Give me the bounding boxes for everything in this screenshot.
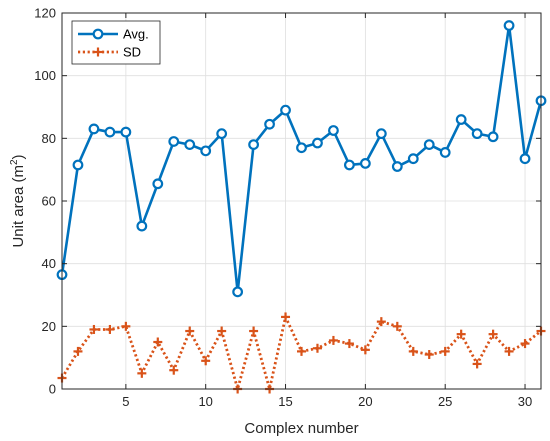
y-tick-label: 120: [34, 6, 56, 21]
y-tick-label: 20: [42, 319, 56, 334]
y-tick-label: 80: [42, 131, 56, 146]
x-tick-label: 20: [358, 394, 372, 409]
data-point: [169, 365, 179, 375]
y-axis-title: Unit area (m2): [9, 154, 27, 247]
data-point: [392, 321, 402, 331]
data-point: [423, 139, 435, 151]
data-point: [217, 326, 227, 336]
data-point: [375, 128, 387, 140]
data-point: [312, 343, 322, 353]
data-point: [503, 20, 515, 31]
data-point: [73, 346, 83, 356]
legend-entry-sd: [78, 47, 118, 57]
y-axis-title-superscript: 2: [9, 159, 20, 165]
data-point: [249, 326, 259, 336]
data-point: [281, 312, 291, 322]
x-tick-label: 10: [198, 394, 212, 409]
data-point: [328, 335, 338, 345]
legend-entry-avg: [78, 28, 118, 40]
data-point: [232, 286, 244, 298]
x-tick-label: 15: [278, 394, 292, 409]
data-point: [407, 153, 419, 165]
data-point: [297, 346, 306, 356]
data-point: [153, 337, 163, 347]
data-point: [280, 104, 291, 116]
y-tick-label: 0: [49, 382, 56, 397]
data-point: [264, 118, 275, 130]
data-point: [488, 329, 498, 339]
series-sd: [57, 312, 546, 394]
data-point: [168, 136, 180, 147]
data-point: [360, 345, 370, 355]
legend-label-avg: Avg.: [123, 27, 149, 42]
data-point: [424, 350, 434, 360]
series-avg: [56, 20, 547, 298]
data-point: [440, 346, 450, 356]
legend-marker-avg: [92, 28, 104, 40]
data-point: [137, 368, 147, 378]
data-point: [344, 339, 354, 349]
data-point: [359, 157, 371, 169]
data-point: [88, 123, 100, 135]
legend-label-sd: SD: [123, 45, 141, 60]
data-point: [296, 142, 307, 154]
data-point: [312, 137, 323, 149]
data-point: [376, 317, 386, 327]
data-point: [200, 145, 212, 157]
legend-marker-sd: [93, 47, 103, 57]
legend: Avg. SD: [71, 20, 161, 65]
data-point: [248, 139, 260, 151]
axis-ticks: 5 10 15 20 25 30 0 20 40 60 80 100 120: [34, 6, 541, 409]
data-point: [185, 326, 195, 336]
y-axis-title-close: ): [10, 154, 27, 159]
y-tick-label: 60: [42, 194, 56, 209]
data-point: [120, 126, 132, 138]
y-tick-label: 100: [34, 68, 56, 83]
data-point: [519, 153, 531, 165]
data-point: [408, 346, 418, 356]
data-point: [471, 128, 483, 140]
y-axis-title-main: Unit area (m: [10, 165, 27, 248]
data-point: [105, 324, 115, 334]
data-point: [72, 159, 84, 171]
legend-box: [71, 20, 161, 65]
y-tick-label: 40: [42, 256, 56, 271]
data-point: [121, 321, 131, 331]
data-point: [487, 131, 499, 143]
data-point: [391, 161, 403, 172]
data-point: [328, 125, 339, 136]
data-point: [472, 359, 482, 369]
series-layer: [56, 20, 547, 394]
x-tick-label: 25: [438, 394, 452, 409]
x-tick-label: 5: [122, 394, 129, 409]
data-point: [504, 346, 514, 356]
data-point: [439, 147, 451, 158]
data-point: [152, 178, 164, 190]
data-point: [184, 139, 196, 151]
data-point: [216, 128, 228, 140]
data-point: [201, 356, 211, 366]
data-point: [456, 329, 466, 339]
data-point: [89, 324, 99, 334]
grid-lines: [62, 12, 541, 390]
data-point: [104, 126, 116, 138]
data-point: [136, 220, 148, 232]
data-point: [455, 114, 467, 125]
x-tick-label: 30: [518, 394, 532, 409]
data-point: [344, 159, 355, 171]
data-point: [520, 339, 530, 349]
series-line: [60, 24, 543, 294]
x-axis-title: Complex number: [244, 420, 358, 437]
